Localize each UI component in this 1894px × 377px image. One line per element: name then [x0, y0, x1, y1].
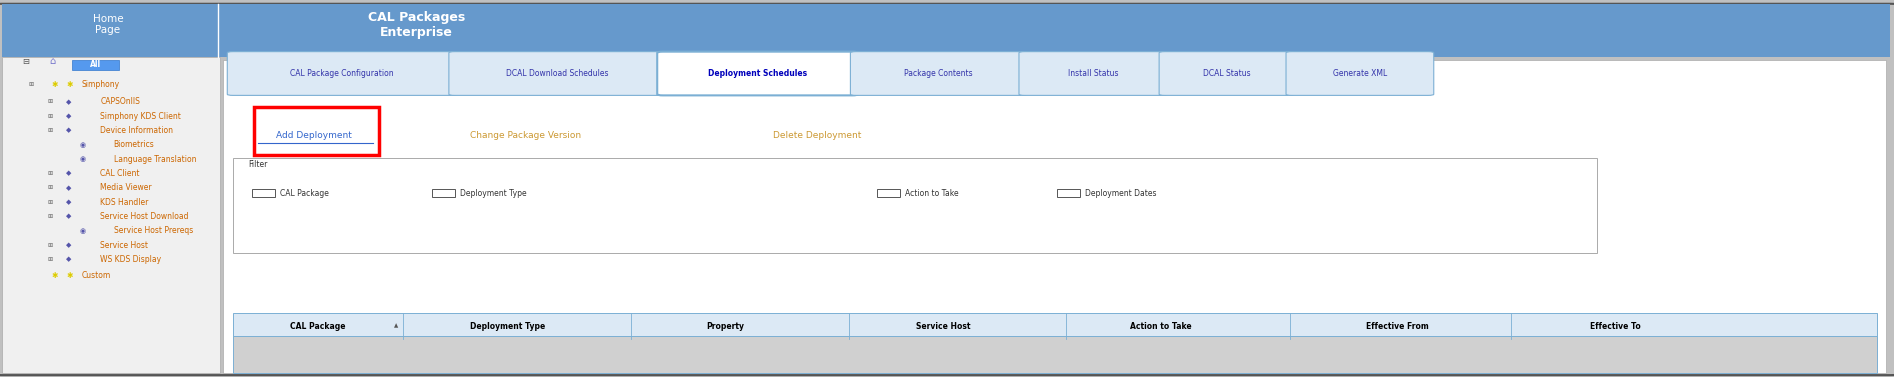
Text: Language Translation: Language Translation: [114, 155, 197, 164]
Text: ⊞: ⊞: [47, 185, 53, 190]
Text: Effective From: Effective From: [1366, 322, 1430, 331]
Text: Biometrics: Biometrics: [114, 140, 155, 149]
Text: ◆: ◆: [66, 99, 72, 105]
Text: ⌂: ⌂: [49, 56, 55, 66]
Bar: [254, 107, 379, 155]
Text: All: All: [91, 60, 100, 69]
FancyBboxPatch shape: [1019, 52, 1167, 95]
Text: Service Host Prereqs: Service Host Prereqs: [114, 226, 193, 235]
Text: ▲: ▲: [394, 323, 398, 329]
Text: CAL Package Configuration: CAL Package Configuration: [290, 69, 394, 78]
Bar: [223, 60, 1886, 373]
Text: ⊟: ⊟: [23, 57, 30, 66]
Bar: [1057, 189, 1080, 197]
Bar: [233, 336, 1877, 373]
FancyBboxPatch shape: [850, 52, 1027, 95]
FancyBboxPatch shape: [1159, 52, 1294, 95]
Text: Simphony KDS Client: Simphony KDS Client: [100, 112, 182, 121]
Bar: [2, 4, 1890, 57]
Bar: [432, 189, 455, 197]
Text: CAL Packages
Enterprise: CAL Packages Enterprise: [367, 11, 466, 38]
Text: Action to Take: Action to Take: [1131, 322, 1191, 331]
Bar: [252, 189, 275, 197]
Text: Package Contents: Package Contents: [903, 69, 974, 78]
Text: Deployment Dates: Deployment Dates: [1085, 188, 1157, 198]
Text: Deployment Type: Deployment Type: [470, 322, 545, 331]
Text: CAL Package: CAL Package: [290, 322, 347, 331]
Text: Service Host Download: Service Host Download: [100, 212, 189, 221]
FancyBboxPatch shape: [657, 52, 858, 95]
Text: Simphony: Simphony: [81, 80, 119, 89]
Text: Media Viewer: Media Viewer: [100, 183, 152, 192]
Text: Change Package Version: Change Package Version: [470, 131, 581, 140]
Text: ✱: ✱: [51, 80, 57, 89]
Text: Delete Deployment: Delete Deployment: [773, 131, 862, 140]
Text: ⊞: ⊞: [47, 99, 53, 104]
Text: Install Status: Install Status: [1068, 69, 1117, 78]
Text: ◉: ◉: [80, 228, 85, 234]
Bar: [233, 313, 1877, 339]
Text: Add Deployment: Add Deployment: [277, 131, 352, 140]
Text: ◆: ◆: [66, 185, 72, 191]
Text: Service Host: Service Host: [917, 322, 970, 331]
Text: WS KDS Display: WS KDS Display: [100, 255, 161, 264]
Text: ◆: ◆: [66, 242, 72, 248]
Text: CAL Package: CAL Package: [280, 188, 330, 198]
Text: ✱: ✱: [66, 80, 72, 89]
Text: ◉: ◉: [80, 156, 85, 162]
Bar: [877, 189, 900, 197]
FancyBboxPatch shape: [227, 52, 456, 95]
Text: Home
Page: Home Page: [93, 14, 123, 35]
Text: Filter: Filter: [248, 160, 267, 169]
FancyBboxPatch shape: [1286, 52, 1434, 95]
Text: CAPSOnIIS: CAPSOnIIS: [100, 97, 140, 106]
Text: Generate XML: Generate XML: [1333, 69, 1386, 78]
Text: Effective To: Effective To: [1591, 322, 1640, 331]
Text: KDS Handler: KDS Handler: [100, 198, 150, 207]
FancyBboxPatch shape: [449, 52, 665, 95]
Text: ⊞: ⊞: [28, 82, 34, 87]
Text: ◆: ◆: [66, 256, 72, 262]
Text: ⊞: ⊞: [47, 113, 53, 119]
Text: DCAL Status: DCAL Status: [1203, 69, 1250, 78]
Text: ◆: ◆: [66, 127, 72, 133]
Text: Deployment Type: Deployment Type: [460, 188, 527, 198]
Text: ⊞: ⊞: [47, 257, 53, 262]
Bar: [72, 60, 119, 70]
Text: DCAL Download Schedules: DCAL Download Schedules: [506, 69, 608, 78]
Text: Deployment Schedules: Deployment Schedules: [708, 69, 807, 78]
Text: ✱: ✱: [66, 271, 72, 280]
Text: ◆: ◆: [66, 113, 72, 119]
Text: ◆: ◆: [66, 213, 72, 219]
Bar: [233, 158, 1597, 253]
Text: Custom: Custom: [81, 271, 110, 280]
Text: ⊞: ⊞: [47, 128, 53, 133]
Text: Action to Take: Action to Take: [905, 188, 958, 198]
Text: ✱: ✱: [51, 271, 57, 280]
Text: ⊞: ⊞: [47, 214, 53, 219]
Text: ◉: ◉: [80, 142, 85, 148]
Bar: [2, 57, 220, 373]
Text: ⊞: ⊞: [47, 242, 53, 248]
Text: ◆: ◆: [66, 199, 72, 205]
FancyBboxPatch shape: [0, 4, 1894, 375]
Text: CAL Client: CAL Client: [100, 169, 140, 178]
Text: Service Host: Service Host: [100, 241, 148, 250]
Text: ⊞: ⊞: [47, 171, 53, 176]
Text: ◆: ◆: [66, 170, 72, 176]
Text: Device Information: Device Information: [100, 126, 174, 135]
Text: Property: Property: [706, 322, 744, 331]
Text: ⊞: ⊞: [47, 199, 53, 205]
